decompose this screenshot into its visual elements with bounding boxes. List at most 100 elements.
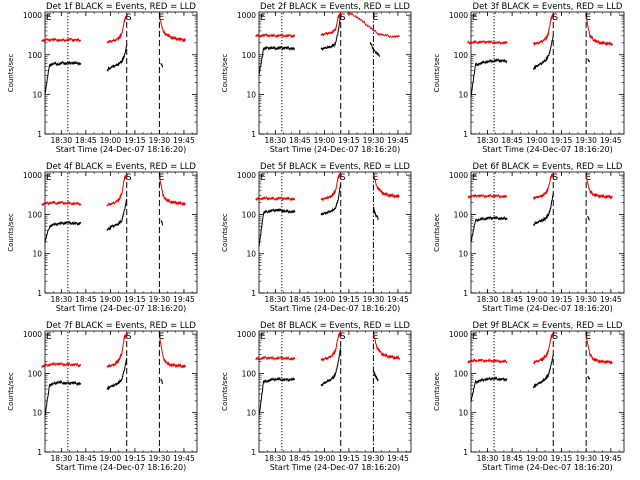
plot-frame bbox=[470, 11, 625, 135]
x-tick-label: 19:30 bbox=[575, 136, 597, 145]
plot-frame bbox=[44, 11, 198, 135]
x-tick-label: 19:30 bbox=[575, 454, 597, 463]
y-tick-label: 1000 bbox=[449, 11, 468, 20]
interval-marker-s: S bbox=[340, 332, 346, 342]
detector-panel-5: Det 5f BLACK = Events, RED = LLD Counts/s… bbox=[221, 162, 412, 313]
events-line bbox=[470, 376, 508, 402]
y-tick-label: 10 bbox=[458, 250, 468, 259]
interval-marker-e: E bbox=[373, 13, 379, 23]
lld-line bbox=[320, 171, 342, 203]
events-line bbox=[44, 220, 82, 243]
y-axis-label: Counts/sec bbox=[221, 54, 229, 93]
x-tick-label: 18:30 bbox=[51, 454, 73, 463]
y-tick-label: 10 bbox=[458, 409, 468, 418]
y-tick-label: 1000 bbox=[23, 330, 42, 339]
y-tick-label: 1000 bbox=[449, 330, 468, 339]
lld-line bbox=[158, 176, 186, 207]
x-tick-label: 19:00 bbox=[526, 454, 548, 463]
lld-line bbox=[41, 37, 82, 43]
x-tick-label: 19:30 bbox=[149, 454, 171, 463]
y-tick-label: 100 bbox=[28, 51, 43, 60]
x-tick-label: 19:15 bbox=[551, 136, 573, 145]
events-line bbox=[373, 206, 379, 221]
x-tick-label: 18:45 bbox=[75, 295, 97, 304]
events-line bbox=[533, 354, 554, 389]
x-tick-label: 19:45 bbox=[387, 454, 409, 463]
events-line bbox=[470, 215, 508, 242]
x-axis-label: Start Time (24-Dec-07 18:16:20) bbox=[270, 145, 401, 154]
panel-title: Det 9f BLACK = Events, RED = LLD bbox=[473, 321, 623, 331]
interval-marker-e: E bbox=[585, 332, 591, 342]
corner-label-e: E bbox=[46, 13, 52, 23]
y-tick-label: 10 bbox=[246, 90, 256, 99]
y-tick-label: 1 bbox=[251, 448, 256, 457]
x-tick-label: 19:45 bbox=[600, 136, 622, 145]
lld-line bbox=[585, 16, 613, 47]
y-tick-label: 10 bbox=[246, 250, 256, 259]
panel-title: Det 4f BLACK = Events, RED = LLD bbox=[46, 162, 196, 172]
panel-title: Det 3f BLACK = Events, RED = LLD bbox=[473, 2, 623, 12]
detector-panel-1: Det 1f BLACK = Events, RED = LLD Counts/s… bbox=[7, 2, 198, 154]
x-tick-label: 18:45 bbox=[289, 454, 311, 463]
detector-panel-6: Det 6f BLACK = Events, RED = LLD Counts/s… bbox=[433, 162, 625, 313]
x-tick-label: 19:30 bbox=[575, 295, 597, 304]
y-tick-label: 10 bbox=[32, 90, 42, 99]
corner-label-e: E bbox=[472, 13, 478, 23]
y-tick-label: 10 bbox=[246, 409, 256, 418]
y-tick-label: 1000 bbox=[23, 171, 42, 180]
lld-line bbox=[346, 12, 400, 39]
y-tick-label: 1000 bbox=[449, 171, 468, 180]
x-tick-label: 19:15 bbox=[338, 136, 360, 145]
y-axis-label: Counts/sec bbox=[433, 213, 441, 252]
y-tick-label: 1 bbox=[463, 448, 468, 457]
y-tick-label: 100 bbox=[242, 210, 257, 219]
interval-marker-e: E bbox=[373, 332, 379, 342]
lld-line bbox=[467, 358, 508, 364]
x-tick-label: 19:30 bbox=[149, 295, 171, 304]
y-axis-label: Counts/sec bbox=[7, 54, 15, 93]
events-line bbox=[258, 45, 296, 75]
x-tick-label: 19:45 bbox=[173, 295, 195, 304]
y-tick-label: 1000 bbox=[237, 330, 256, 339]
detector-panel-8: Det 8f BLACK = Events, RED = LLD Counts/s… bbox=[221, 321, 412, 472]
x-tick-label: 18:45 bbox=[501, 454, 523, 463]
events-line bbox=[533, 35, 554, 71]
x-axis-label: Start Time (24-Dec-07 18:16:20) bbox=[270, 304, 401, 313]
events-line bbox=[587, 58, 590, 63]
y-tick-label: 1000 bbox=[237, 11, 256, 20]
lld-line bbox=[255, 355, 296, 362]
panel-title: Det 6f BLACK = Events, RED = LLD bbox=[473, 162, 623, 172]
interval-marker-e: E bbox=[159, 13, 165, 23]
x-tick-label: 18:30 bbox=[265, 136, 287, 145]
corner-label-e: E bbox=[472, 332, 478, 342]
y-tick-label: 100 bbox=[242, 51, 257, 60]
x-tick-label: 19:45 bbox=[387, 136, 409, 145]
events-line bbox=[587, 215, 590, 221]
plot-frame bbox=[44, 330, 198, 453]
x-tick-label: 19:45 bbox=[600, 295, 622, 304]
y-tick-label: 1000 bbox=[237, 171, 256, 180]
y-tick-label: 100 bbox=[28, 369, 43, 378]
lld-line bbox=[467, 39, 508, 46]
x-tick-label: 18:30 bbox=[477, 295, 499, 304]
lld-line bbox=[533, 332, 554, 366]
interval-marker-s: S bbox=[552, 173, 558, 183]
lld-line bbox=[533, 12, 554, 47]
x-tick-label: 18:45 bbox=[289, 136, 311, 145]
x-tick-label: 19:45 bbox=[600, 454, 622, 463]
x-axis-label: Start Time (24-Dec-07 18:16:20) bbox=[56, 145, 187, 154]
lld-line bbox=[106, 333, 127, 369]
events-line bbox=[372, 369, 379, 382]
x-tick-label: 18:30 bbox=[51, 136, 73, 145]
y-axis-label: Counts/sec bbox=[7, 372, 15, 411]
lld-line bbox=[158, 336, 187, 369]
x-tick-label: 19:15 bbox=[124, 295, 146, 304]
y-axis-label: Counts/sec bbox=[433, 372, 441, 411]
y-tick-label: 1 bbox=[251, 130, 256, 139]
interval-marker-s: S bbox=[340, 13, 346, 23]
events-line bbox=[160, 378, 164, 384]
interval-marker-e: E bbox=[585, 173, 591, 183]
corner-label-e: E bbox=[260, 13, 266, 23]
corner-label-e: E bbox=[46, 332, 52, 342]
events-line bbox=[320, 347, 342, 387]
